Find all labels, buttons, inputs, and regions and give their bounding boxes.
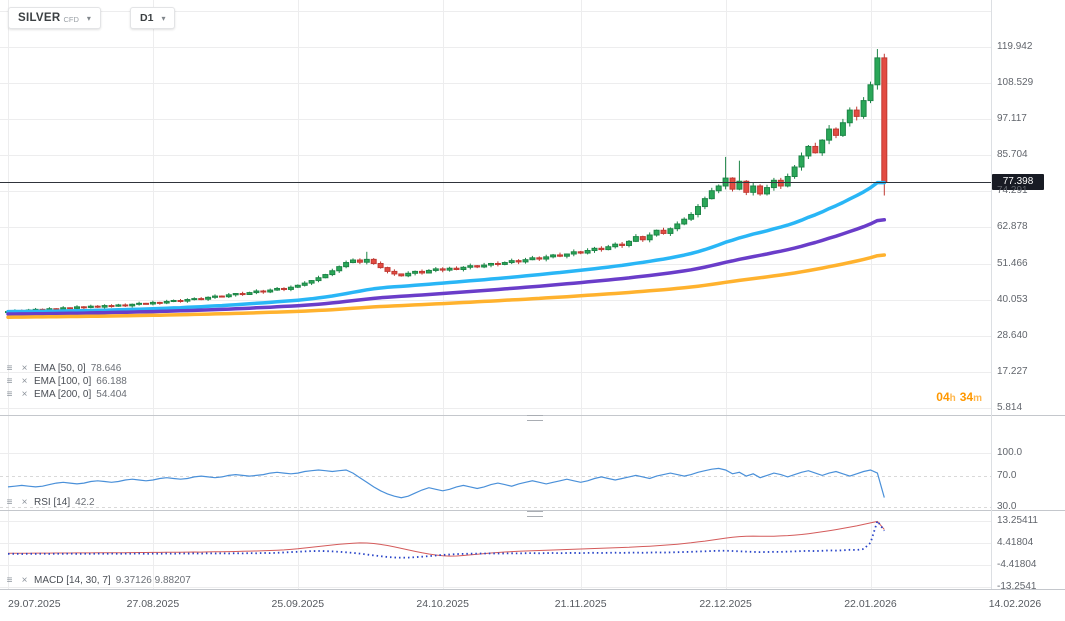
indicator-legend-ema-200: ≡ × EMA [200, 0] 54.404 xyxy=(4,389,127,400)
indicator-remove-icon[interactable]: × xyxy=(21,389,28,400)
indicator-legend-macd: ≡ × MACD [14, 30, 7] 9.37126 9.88207 xyxy=(4,575,191,586)
macd-axis-label: 4.41804 xyxy=(997,536,1034,548)
panel-separators xyxy=(0,0,1065,590)
indicator-value: 78.646 xyxy=(90,363,122,374)
price-axis-label: 17.227 xyxy=(997,365,1028,377)
indicator-label: EMA [50, 0] xyxy=(34,363,86,374)
indicator-remove-icon[interactable]: × xyxy=(21,363,28,374)
indicator-legend-rsi: ≡ × RSI [14] 42.2 xyxy=(4,497,95,508)
bar-close-countdown: 04h 34m xyxy=(936,388,986,406)
ema-line-50[interactable] xyxy=(6,180,887,314)
current-price-badge: 77.398 xyxy=(992,173,1044,190)
countdown-hours-unit: h xyxy=(949,393,956,404)
indicator-menu-icon[interactable]: ≡ xyxy=(6,363,13,374)
date-axis-label: 22.12.2025 xyxy=(699,598,752,610)
symbol-selector[interactable]: SILVER CFD ▾ xyxy=(8,7,101,29)
countdown-minutes: 34 xyxy=(959,390,974,404)
countdown-minutes-unit: m xyxy=(973,393,982,404)
date-axis-label: 25.09.2025 xyxy=(271,598,325,610)
gridlines xyxy=(0,0,991,589)
price-axis-label: 97.117 xyxy=(997,113,1027,125)
ema-line-200[interactable] xyxy=(6,253,887,319)
date-axis-label: 22.01.2026 xyxy=(844,598,897,610)
indicator-label: MACD [14, 30, 7] xyxy=(34,575,111,586)
rsi-axis-label: 100.0 xyxy=(997,447,1023,458)
date-axis-label: 29.07.2025 xyxy=(8,598,61,610)
countdown-hours: 04 xyxy=(936,390,950,404)
indicator-value: 42.2 xyxy=(75,497,95,508)
date-axis-label: 14.02.2026 xyxy=(988,598,1042,610)
price-axis-label: 85.704 xyxy=(997,149,1028,161)
indicator-remove-icon[interactable]: × xyxy=(21,575,28,586)
date-axis-label: 21.11.2025 xyxy=(554,598,607,610)
panel-resize-handle[interactable] xyxy=(527,511,543,517)
price-axis-label: 51.466 xyxy=(997,257,1028,269)
indicator-legend-ema-100: ≡ × EMA [100, 0] 66.188 xyxy=(4,376,127,387)
indicator-menu-icon[interactable]: ≡ xyxy=(6,389,13,400)
indicator-menu-icon[interactable]: ≡ xyxy=(6,376,13,387)
chevron-down-icon: ▾ xyxy=(161,13,166,23)
timeframe-selector[interactable]: D1 ▾ xyxy=(130,7,176,29)
price-axis-label: 62.878 xyxy=(997,221,1028,233)
date-axis-label: 24.10.2025 xyxy=(416,598,469,610)
price-axis-label: 108.529 xyxy=(997,77,1034,89)
price-axis-label: 28.640 xyxy=(997,329,1028,341)
macd-signal-line[interactable] xyxy=(7,520,885,557)
price-axis-label: 5.814 xyxy=(997,401,1023,413)
date-axis-label: 27.08.2025 xyxy=(126,598,180,610)
indicator-label: EMA [100, 0] xyxy=(34,376,92,387)
rsi-axis-label: 70.0 xyxy=(997,470,1017,482)
rsi-line[interactable] xyxy=(7,467,885,499)
price-axis-label: 40.053 xyxy=(997,293,1028,305)
current-price-value: 77.398 xyxy=(1002,176,1034,188)
symbol-label: SILVER xyxy=(18,12,61,24)
macd-axis-label: -13.2541 xyxy=(997,581,1037,592)
candles[interactable] xyxy=(5,49,888,314)
indicator-remove-icon[interactable]: × xyxy=(21,497,28,508)
macd-axis-label: -4.41804 xyxy=(997,559,1037,570)
panel-resize-handle[interactable] xyxy=(527,415,543,421)
indicator-menu-icon[interactable]: ≡ xyxy=(6,575,13,586)
symbol-suffix-label: CFD xyxy=(63,15,79,24)
indicator-legend-ema-50: ≡ × EMA [50, 0] 78.646 xyxy=(4,363,122,374)
indicator-label: RSI [14] xyxy=(34,497,71,508)
indicator-value: 66.188 xyxy=(96,376,127,387)
price-axis-label: 119.942 xyxy=(997,41,1033,52)
rsi-axis-label: 30.0 xyxy=(997,500,1017,512)
indicator-value: 54.404 xyxy=(96,389,127,400)
indicator-menu-icon[interactable]: ≡ xyxy=(6,497,13,508)
timeframe-label: D1 xyxy=(140,12,154,24)
indicator-value: 9.37126 9.88207 xyxy=(115,575,191,586)
macd-axis-label: 13.25411 xyxy=(997,514,1038,526)
indicator-remove-icon[interactable]: × xyxy=(21,376,28,387)
chevron-down-icon: ▾ xyxy=(86,13,91,23)
price-axis-label: 74.291 xyxy=(997,185,1028,197)
ema-line-100[interactable] xyxy=(6,218,887,316)
indicator-label: EMA [200, 0] xyxy=(34,389,92,400)
